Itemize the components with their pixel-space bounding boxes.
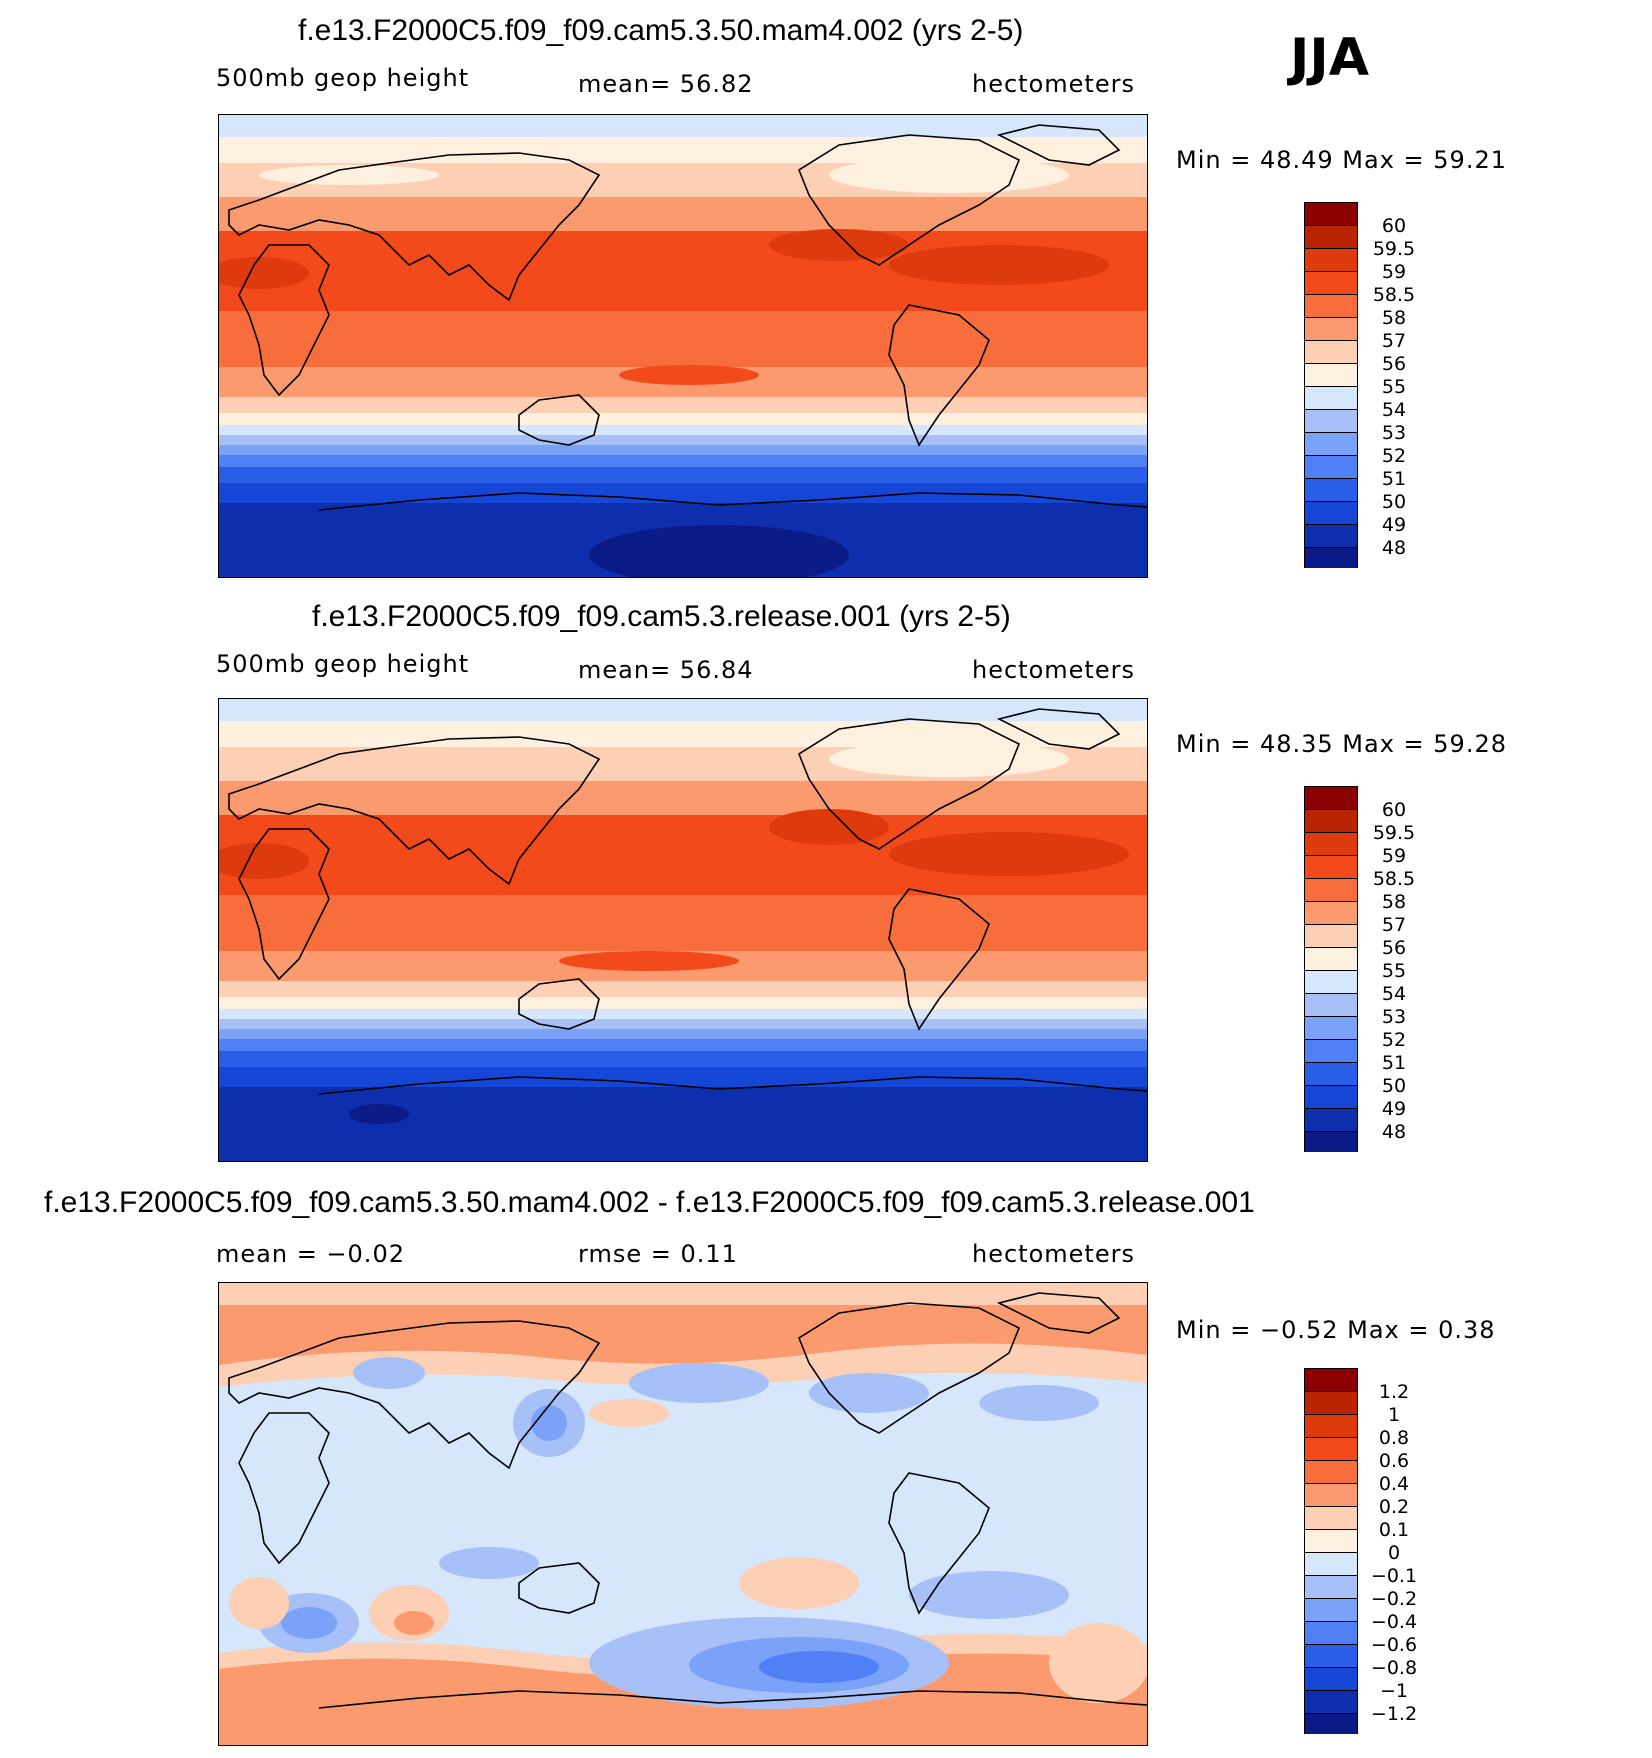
tick-label: −0.8 <box>1370 1657 1418 1679</box>
panel-2-units-label: hectometers <box>972 656 1135 684</box>
tick-label: 49 <box>1381 514 1407 536</box>
tick-label: 54 <box>1381 399 1407 421</box>
tick-label: 49 <box>1381 1098 1407 1120</box>
tick-label: 51 <box>1381 468 1407 490</box>
panel-1-map <box>218 114 1148 578</box>
tick-label: 59 <box>1381 845 1407 867</box>
season-label: JJA <box>1290 28 1369 88</box>
panel-2-minmax-label: Min = 48.35 Max = 59.28 <box>1176 730 1507 758</box>
tick-label: 54 <box>1381 983 1407 1005</box>
tick-label: 51 <box>1381 1052 1407 1074</box>
panel-1-mean-label: mean= 56.82 <box>578 70 754 98</box>
tick-label: 0.8 <box>1378 1427 1410 1449</box>
panel-3-mean-label: mean = −0.02 <box>216 1240 405 1268</box>
tick-label: 53 <box>1381 422 1407 444</box>
tick-label: 1.2 <box>1378 1381 1410 1403</box>
tick-label: 56 <box>1381 353 1407 375</box>
tick-label: 56 <box>1381 937 1407 959</box>
tick-label: −0.2 <box>1370 1588 1418 1610</box>
panel-1-variable-label: 500mb geop height <box>216 64 470 92</box>
panel-3-units-label: hectometers <box>972 1240 1135 1268</box>
tick-label: 1 <box>1387 1404 1401 1426</box>
tick-label: 50 <box>1381 1075 1407 1097</box>
tick-label: 59 <box>1381 261 1407 283</box>
panel-2-title: f.e13.F2000C5.f09_f09.cam5.3.release.001… <box>312 600 1011 633</box>
tick-label: 58.5 <box>1372 284 1416 306</box>
tick-label: −0.6 <box>1370 1634 1418 1656</box>
tick-label: −0.1 <box>1370 1565 1418 1587</box>
panel-1-colorbar <box>1304 202 1358 568</box>
tick-label: 58.5 <box>1372 868 1416 890</box>
panel-1-title: f.e13.F2000C5.f09_f09.cam5.3.50.mam4.002… <box>298 14 1024 47</box>
tick-label: 52 <box>1381 1029 1407 1051</box>
panel-2-map <box>218 698 1148 1162</box>
tick-label: 0.4 <box>1378 1473 1410 1495</box>
panel-2-mean-label: mean= 56.84 <box>578 656 754 684</box>
panel-3-rmse-label: rmse = 0.11 <box>578 1240 738 1268</box>
panel-2-variable-label: 500mb geop height <box>216 650 470 678</box>
tick-label: −1.2 <box>1370 1703 1418 1725</box>
tick-label: 53 <box>1381 1006 1407 1028</box>
tick-label: 52 <box>1381 445 1407 467</box>
tick-label: 59.5 <box>1372 238 1416 260</box>
panel-2-colorbar <box>1304 786 1358 1152</box>
panel-1-units-label: hectometers <box>972 70 1135 98</box>
tick-label: 55 <box>1381 376 1407 398</box>
tick-label: −0.4 <box>1370 1611 1418 1633</box>
panel-1-minmax-label: Min = 48.49 Max = 59.21 <box>1176 146 1507 174</box>
tick-label: 59.5 <box>1372 822 1416 844</box>
panel-3-minmax-label: Min = −0.52 Max = 0.38 <box>1176 1316 1496 1344</box>
tick-label: 48 <box>1381 537 1407 559</box>
tick-label: 0.1 <box>1378 1519 1410 1541</box>
tick-label: −1 <box>1379 1680 1408 1702</box>
tick-label: 48 <box>1381 1121 1407 1143</box>
tick-label: 57 <box>1381 914 1407 936</box>
tick-label: 60 <box>1381 799 1407 821</box>
tick-label: 0.2 <box>1378 1496 1410 1518</box>
tick-label: 0.6 <box>1378 1450 1410 1472</box>
panel-3-colorbar <box>1304 1368 1358 1734</box>
panel-3-map <box>218 1282 1148 1746</box>
tick-label: 0 <box>1387 1542 1401 1564</box>
tick-label: 58 <box>1381 307 1407 329</box>
tick-label: 60 <box>1381 215 1407 237</box>
tick-label: 57 <box>1381 330 1407 352</box>
panel-3-title: f.e13.F2000C5.f09_f09.cam5.3.50.mam4.002… <box>44 1186 1255 1219</box>
tick-label: 55 <box>1381 960 1407 982</box>
tick-label: 58 <box>1381 891 1407 913</box>
tick-label: 50 <box>1381 491 1407 513</box>
